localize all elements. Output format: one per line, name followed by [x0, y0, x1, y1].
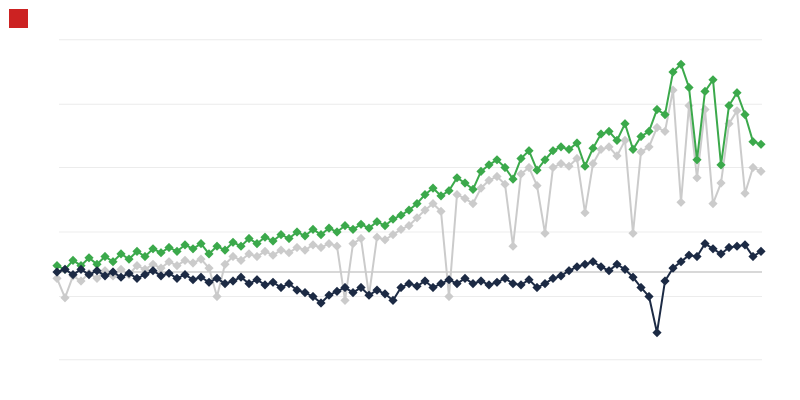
series-navy-markers — [52, 239, 766, 338]
red-square-marker — [9, 9, 28, 28]
series-green-line — [56, 63, 762, 271]
series-green-markers — [52, 59, 766, 275]
